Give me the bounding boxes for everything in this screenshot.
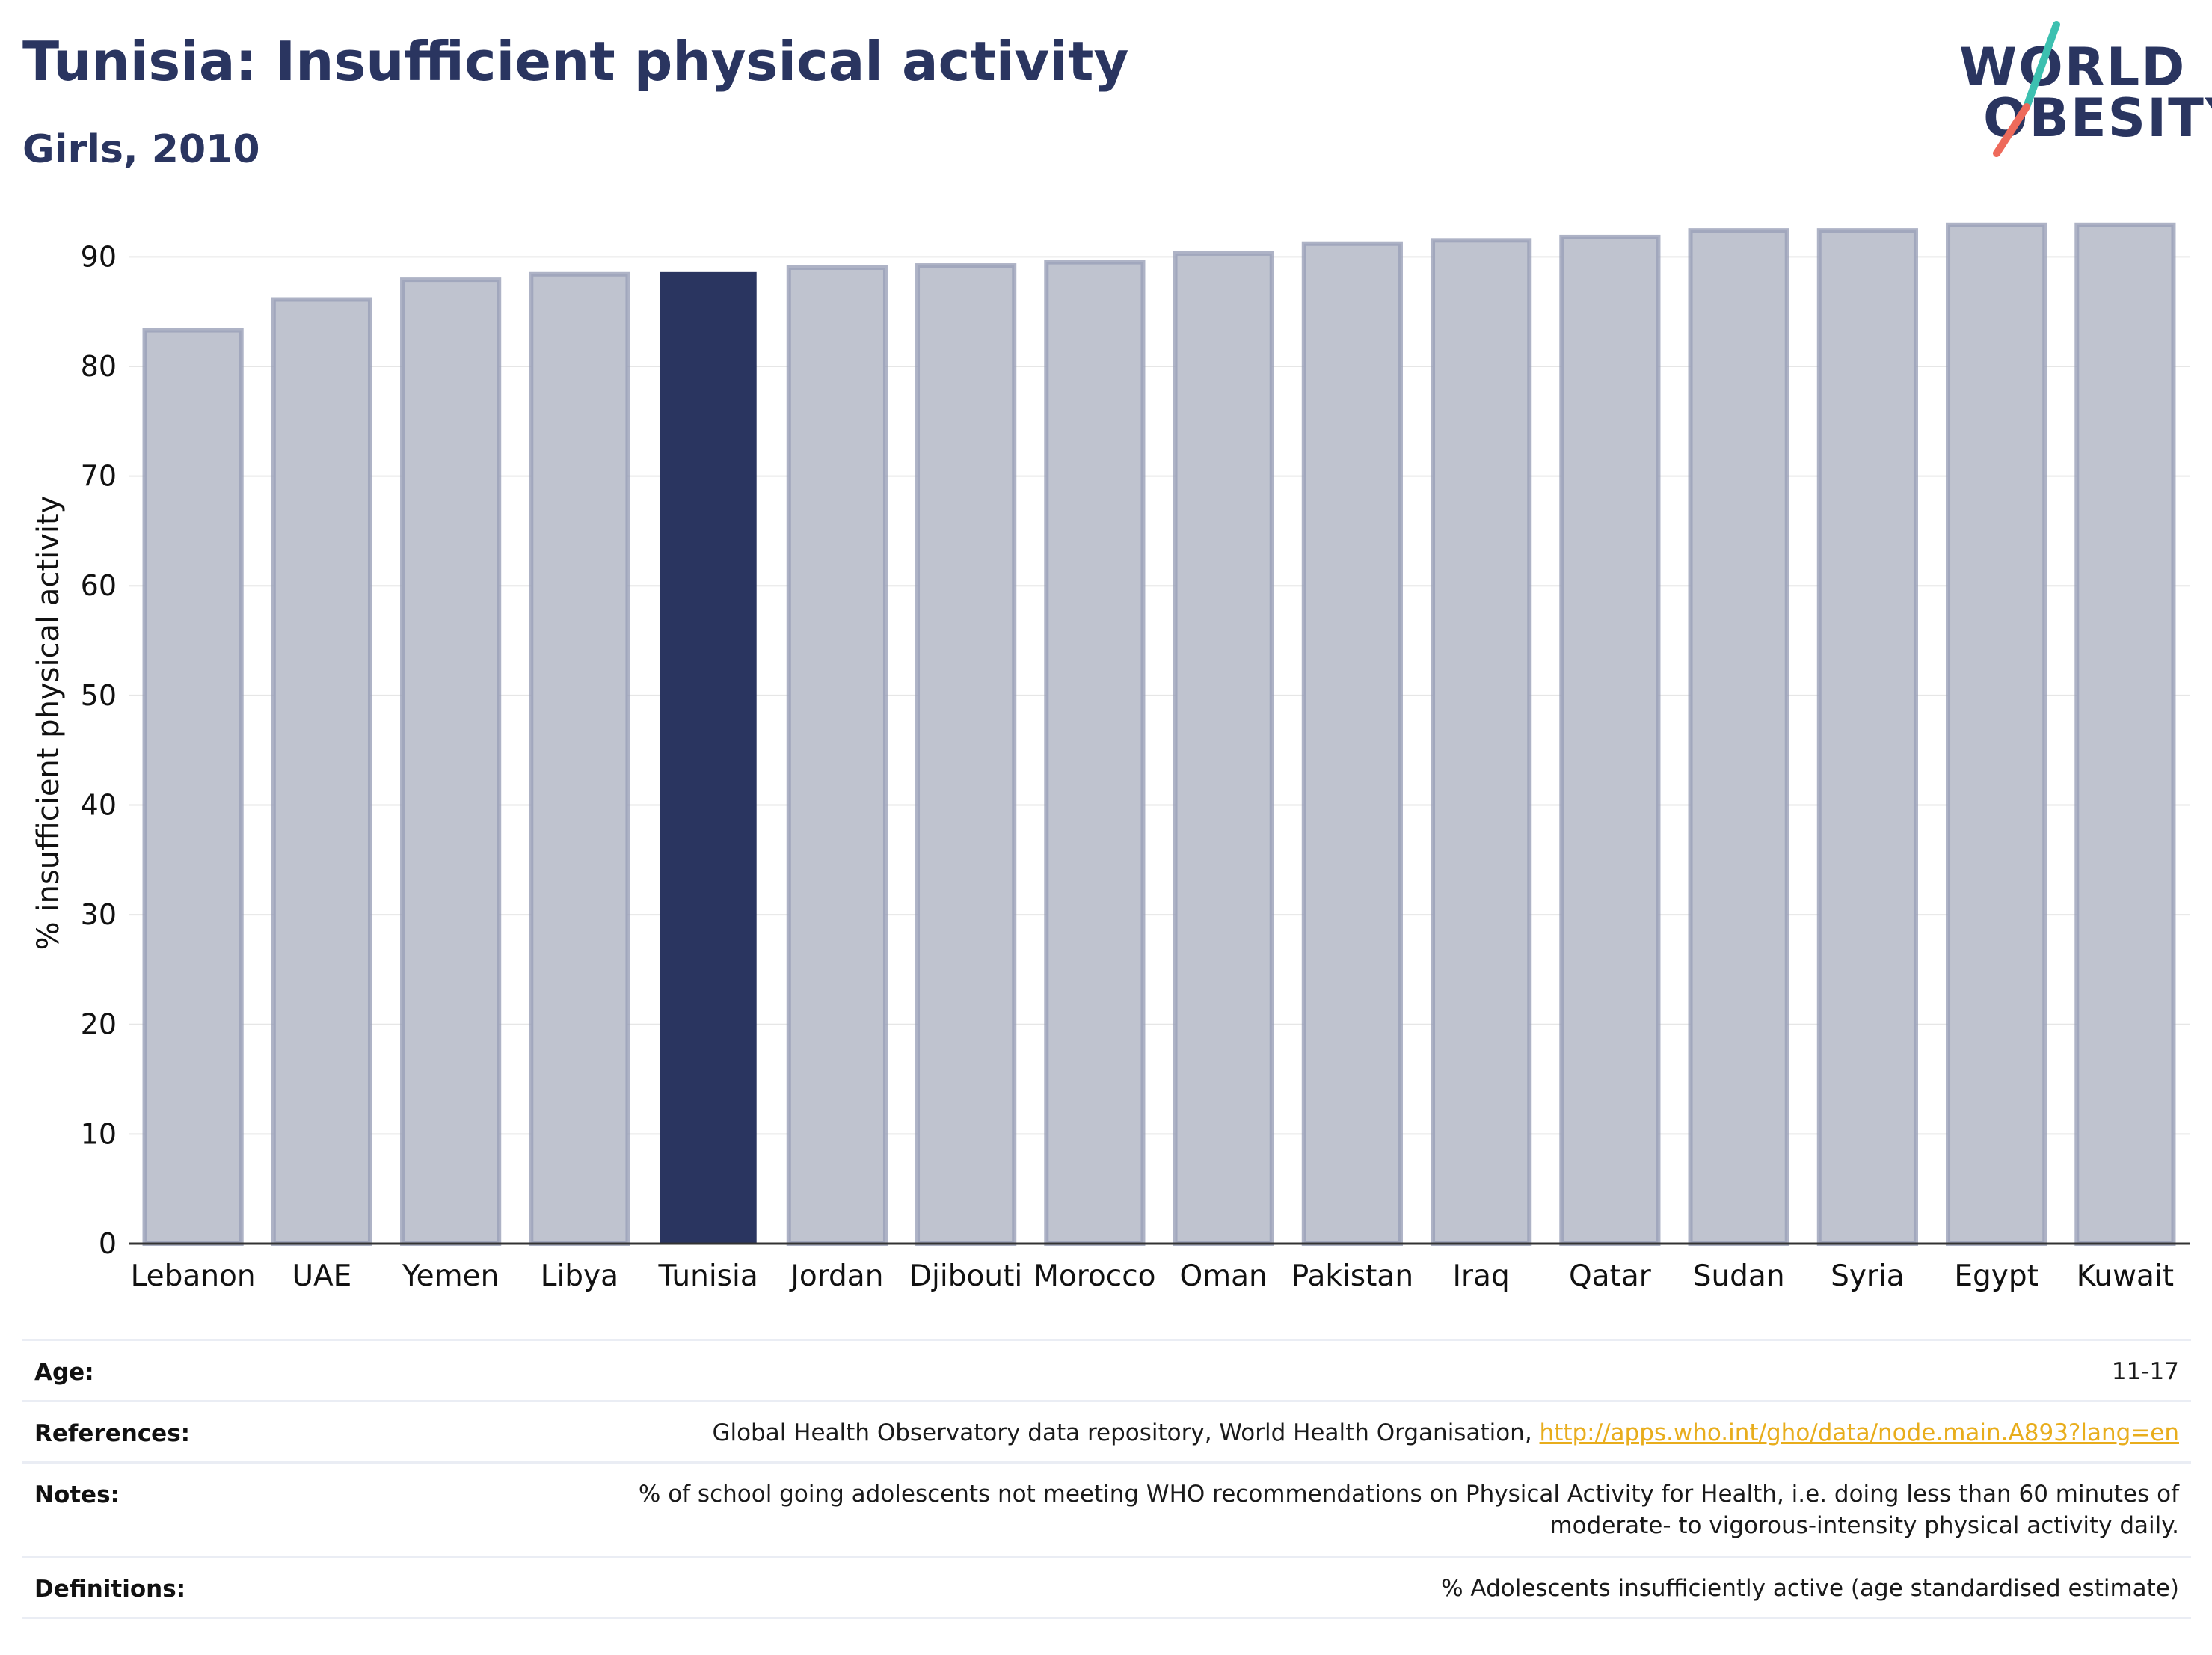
y-tick-label: 60 <box>81 569 117 602</box>
notes-line-1: % of school going adolescents not meetin… <box>638 1481 2179 1508</box>
x-tick-label: Pakistan <box>1291 1259 1413 1293</box>
notes-value: % of school going adolescents not meetin… <box>639 1479 2179 1541</box>
bar <box>271 297 372 1247</box>
references-text: Global Health Observatory data repositor… <box>712 1419 1540 1446</box>
x-tick-label: Syria <box>1831 1259 1905 1293</box>
y-tick-label: 0 <box>99 1227 117 1260</box>
footer-bottom-divider <box>22 1617 2191 1619</box>
bar-chart: 0 10 20 30 40 50 60 70 80 90 Lebanon UAE Yemen Libya T… <box>31 222 2190 1293</box>
y-tick-label: 50 <box>81 679 117 712</box>
notes-label: Notes: <box>34 1481 120 1508</box>
logo-slash-icon <box>1993 21 2060 157</box>
x-tick-label: Yemen <box>402 1259 499 1293</box>
y-tick-label: 40 <box>81 788 117 821</box>
x-tick-label: Tunisia <box>658 1259 758 1293</box>
age-value: 11-17 <box>2111 1358 2179 1385</box>
world-obesity-logo: WORLD OBESITY <box>1944 19 2212 161</box>
bar <box>1431 238 1532 1246</box>
bar <box>1173 251 1274 1246</box>
x-tick-label: Morocco <box>1033 1259 1155 1293</box>
x-tick-label: Jordan <box>788 1259 883 1293</box>
x-tick-label: Oman <box>1179 1259 1267 1293</box>
logo-line1: WORLD <box>1959 37 2187 98</box>
x-tick-label: Libya <box>541 1259 618 1293</box>
definitions-row: Definitions: % Adolescents insufficientl… <box>22 1556 2191 1619</box>
x-tick-label: Djibouti <box>909 1259 1022 1293</box>
y-tick-label: 80 <box>81 350 117 383</box>
references-value: Global Health Observatory data repositor… <box>712 1417 2179 1449</box>
bar <box>1559 234 1661 1246</box>
x-tick-label: Egypt <box>1954 1259 2039 1293</box>
notes-line-2: moderate- to vigorous-intensity physical… <box>1549 1512 2179 1539</box>
y-tick-label: 70 <box>81 460 117 493</box>
definitions-value: % Adolescents insufficiently active (age… <box>1441 1575 2179 1602</box>
x-tick-label: UAE <box>292 1259 351 1293</box>
bar <box>142 328 244 1246</box>
y-tick-label: 10 <box>81 1117 117 1150</box>
bar <box>400 277 502 1247</box>
y-tick-label: 20 <box>81 1008 117 1041</box>
bar <box>1044 260 1146 1247</box>
bar <box>2074 222 2176 1247</box>
x-tick-label: Lebanon <box>131 1259 256 1293</box>
bar <box>1946 222 2047 1247</box>
references-row: References: Global Health Observatory da… <box>22 1400 2191 1464</box>
y-tick-label: 30 <box>81 898 117 931</box>
definitions-label: Definitions: <box>34 1576 186 1603</box>
page-subtitle: Girls, 2010 <box>22 127 260 172</box>
bar <box>1688 228 1789 1246</box>
y-axis-label: % insufficient physical activity <box>31 496 66 951</box>
bar <box>915 263 1017 1247</box>
bar-highlighted <box>660 271 757 1244</box>
references-label: References: <box>34 1420 191 1447</box>
x-tick-label: Kuwait <box>2077 1259 2174 1293</box>
page-title: Tunisia: Insufficient physical activity <box>22 30 1129 93</box>
notes-row: Notes: % of school going adolescents not… <box>22 1461 2191 1558</box>
bar <box>1301 241 1403 1247</box>
bar <box>1816 228 1918 1246</box>
age-row: Age: 11-17 <box>22 1339 2191 1402</box>
bar <box>529 271 630 1246</box>
y-tick-label: 90 <box>81 240 117 273</box>
x-tick-label: Iraq <box>1453 1259 1510 1293</box>
bar <box>786 265 888 1246</box>
x-tick-label: Qatar <box>1569 1259 1652 1293</box>
age-label: Age: <box>34 1359 94 1386</box>
x-tick-label: Sudan <box>1693 1259 1785 1293</box>
references-link[interactable]: http://apps.who.int/gho/data/node.main.A… <box>1539 1419 2179 1446</box>
